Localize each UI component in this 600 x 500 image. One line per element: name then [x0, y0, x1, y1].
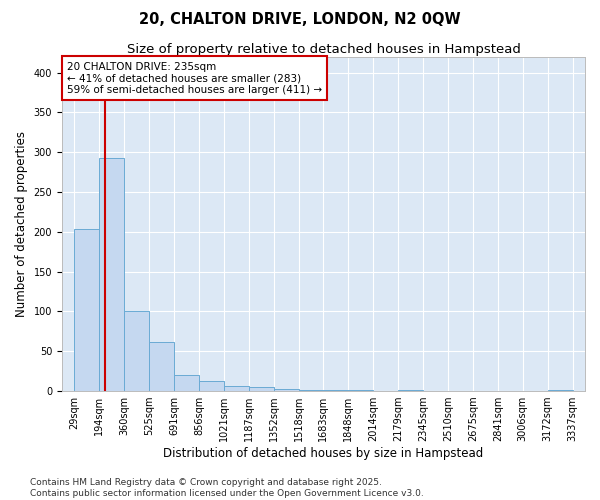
Bar	[149, 342, 174, 391]
Title: Size of property relative to detached houses in Hampstead: Size of property relative to detached ho…	[127, 42, 520, 56]
Bar	[274, 388, 299, 391]
X-axis label: Distribution of detached houses by size in Hampstead: Distribution of detached houses by size …	[163, 447, 484, 460]
Bar	[349, 390, 373, 391]
Bar	[124, 310, 149, 391]
Bar	[323, 390, 349, 391]
Bar	[99, 158, 124, 391]
Y-axis label: Number of detached properties: Number of detached properties	[15, 131, 28, 317]
Bar	[249, 387, 274, 391]
Text: Contains HM Land Registry data © Crown copyright and database right 2025.
Contai: Contains HM Land Registry data © Crown c…	[30, 478, 424, 498]
Text: 20 CHALTON DRIVE: 235sqm
← 41% of detached houses are smaller (283)
59% of semi-: 20 CHALTON DRIVE: 235sqm ← 41% of detach…	[67, 62, 322, 95]
Bar	[398, 390, 423, 391]
Bar	[299, 390, 323, 391]
Bar	[174, 375, 199, 391]
Bar	[199, 382, 224, 391]
Bar	[224, 386, 249, 391]
Text: 20, CHALTON DRIVE, LONDON, N2 0QW: 20, CHALTON DRIVE, LONDON, N2 0QW	[139, 12, 461, 28]
Bar	[74, 230, 99, 391]
Bar	[548, 390, 572, 391]
